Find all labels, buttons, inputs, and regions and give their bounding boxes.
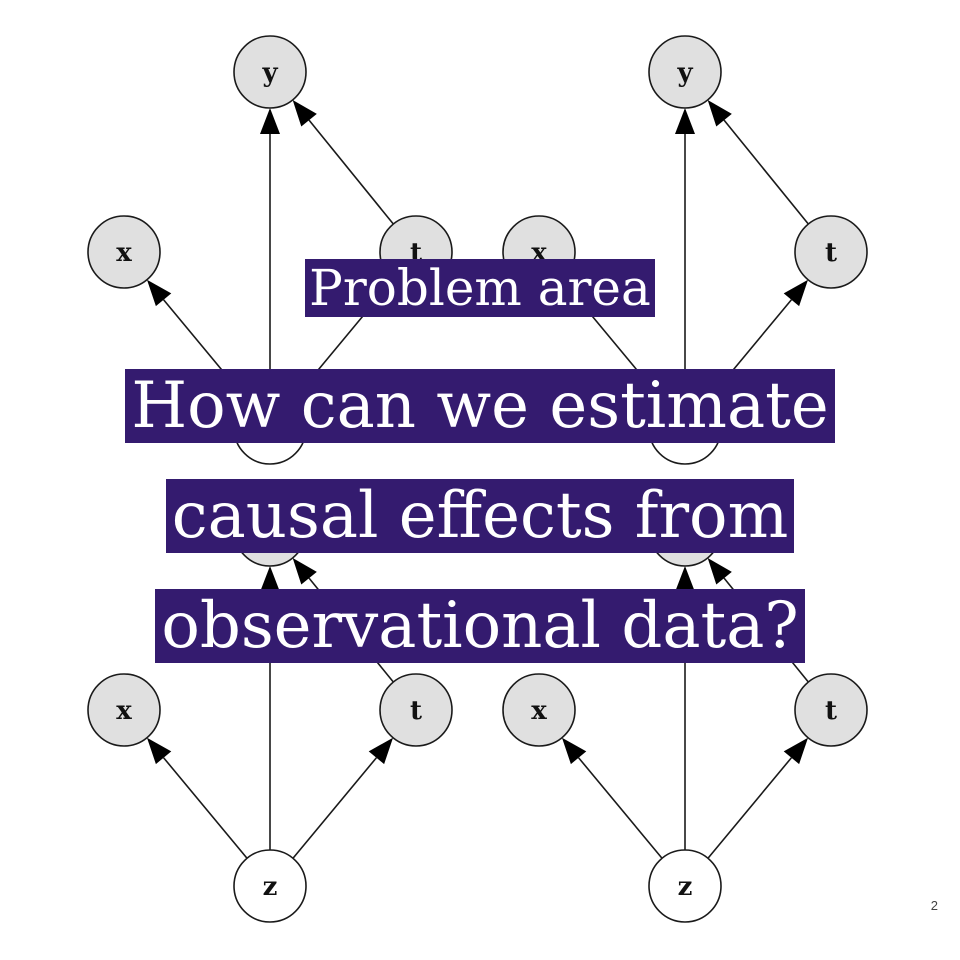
headline-line-2: causal effects from — [0, 468, 960, 564]
node-circle — [87, 673, 161, 747]
arrowhead-icon — [561, 737, 587, 765]
edge-bottom-left-z-to-t — [292, 737, 394, 859]
edge-line — [308, 119, 394, 225]
headline-line-1-text: How can we estimate — [125, 369, 835, 443]
arrowhead-icon — [783, 737, 809, 765]
arrowhead-icon — [707, 557, 732, 585]
node-top-left-x: x — [87, 215, 161, 289]
edge-top-left-z-to-y — [260, 108, 280, 392]
arrowhead-icon — [783, 279, 809, 307]
node-label: x — [531, 696, 547, 726]
node-bottom-left-t: t — [379, 673, 453, 747]
node-label: t — [410, 696, 422, 726]
node-circle — [233, 849, 307, 923]
node-circle — [648, 35, 722, 109]
edge-line — [707, 757, 793, 859]
node-label: x — [116, 696, 132, 726]
headline-line-1: How can we estimate — [0, 358, 960, 454]
node-bottom-left-x: x — [87, 673, 161, 747]
subtitle-banner: Problem area — [0, 248, 960, 328]
node-top-right-y: y — [648, 35, 722, 109]
arrowhead-icon — [260, 566, 280, 592]
page-number: 2 — [930, 898, 938, 913]
arrowhead-icon — [146, 279, 172, 307]
edge-top-right-t-to-y — [707, 99, 809, 225]
node-circle — [794, 673, 868, 747]
headline-line-2-text: causal effects from — [165, 479, 795, 553]
headline-line-3: observational data? — [0, 578, 960, 674]
edge-line — [577, 757, 663, 859]
node-top-left-y: y — [233, 35, 307, 109]
edge-bottom-left-z-to-x — [146, 737, 248, 859]
subtitle-text: Problem area — [305, 259, 655, 317]
node-circle — [233, 35, 307, 109]
node-label: t — [825, 696, 837, 726]
arrowhead-icon — [675, 108, 695, 134]
node-label: t — [825, 238, 837, 268]
arrowhead-icon — [368, 737, 394, 765]
edge-line — [162, 757, 248, 859]
arrowhead-icon — [292, 99, 317, 127]
node-bottom-left-z: z — [233, 849, 307, 923]
node-circle — [502, 673, 576, 747]
node-circle — [648, 849, 722, 923]
node-label: y — [676, 58, 693, 88]
headline-line-3-text: observational data? — [155, 589, 805, 663]
edge-line — [292, 757, 378, 859]
node-circle — [794, 215, 868, 289]
node-circle — [379, 673, 453, 747]
node-label: y — [261, 58, 278, 88]
edge-top-right-z-to-y — [675, 108, 695, 392]
node-label: z — [678, 872, 693, 902]
edge-line — [723, 119, 809, 225]
node-label: x — [116, 238, 132, 268]
edge-bottom-right-z-to-t — [707, 737, 809, 859]
node-circle — [87, 215, 161, 289]
edge-top-left-t-to-y — [292, 99, 394, 225]
node-top-right-t: t — [794, 215, 868, 289]
arrowhead-icon — [707, 99, 732, 127]
arrowhead-icon — [260, 108, 280, 134]
node-bottom-right-x: x — [502, 673, 576, 747]
edge-bottom-right-z-to-x — [561, 737, 663, 859]
node-bottom-right-t: t — [794, 673, 868, 747]
node-label: z — [263, 872, 278, 902]
node-bottom-right-z: z — [648, 849, 722, 923]
arrowhead-icon — [675, 566, 695, 592]
arrowhead-icon — [146, 737, 172, 765]
arrowhead-icon — [292, 557, 317, 585]
